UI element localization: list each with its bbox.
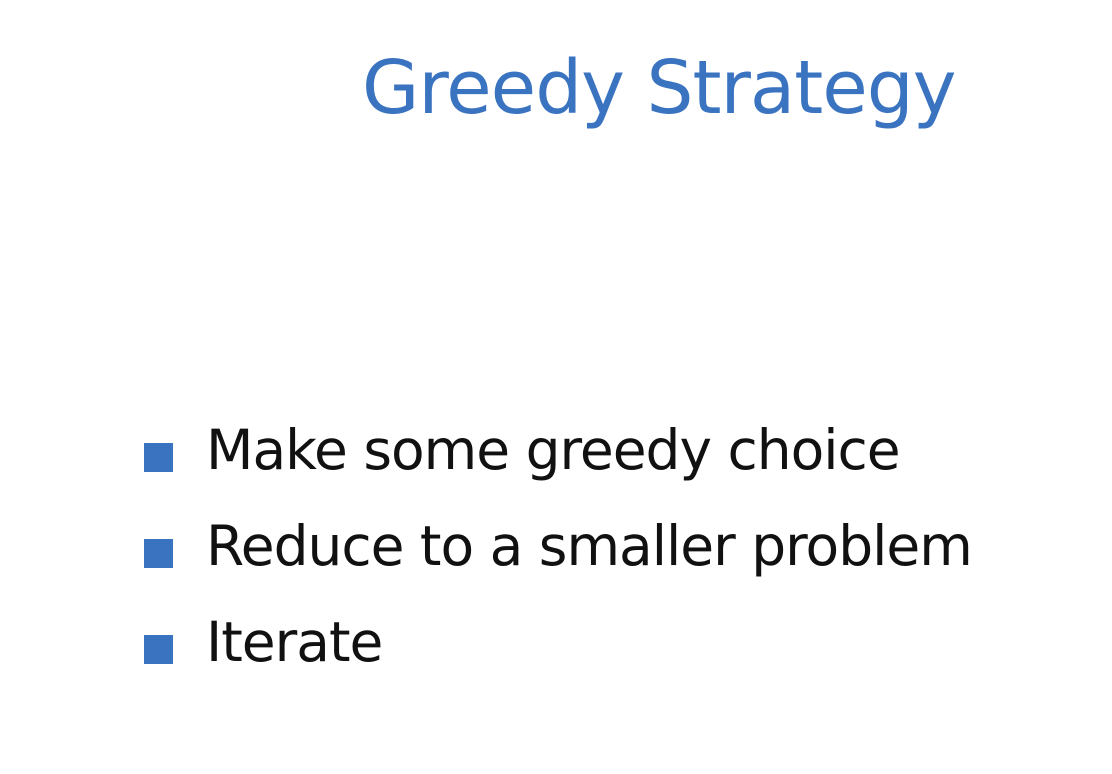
bullet-text: Reduce to a smaller problem bbox=[206, 514, 973, 578]
list-item: Iterate bbox=[144, 594, 972, 690]
list-item: Reduce to a smaller problem bbox=[144, 498, 973, 594]
bullet-text: Make some greedy choice bbox=[206, 418, 901, 482]
square-bullet-icon bbox=[144, 442, 173, 472]
list-item: Make some greedy choice bbox=[144, 402, 972, 498]
square-bullet-icon bbox=[144, 538, 173, 568]
bullet-text: Iterate bbox=[206, 610, 383, 674]
slide-title: Greedy Strategy bbox=[362, 45, 957, 131]
bullet-list: Make some greedy choice Reduce to a smal… bbox=[144, 402, 973, 690]
square-bullet-icon bbox=[144, 634, 173, 664]
